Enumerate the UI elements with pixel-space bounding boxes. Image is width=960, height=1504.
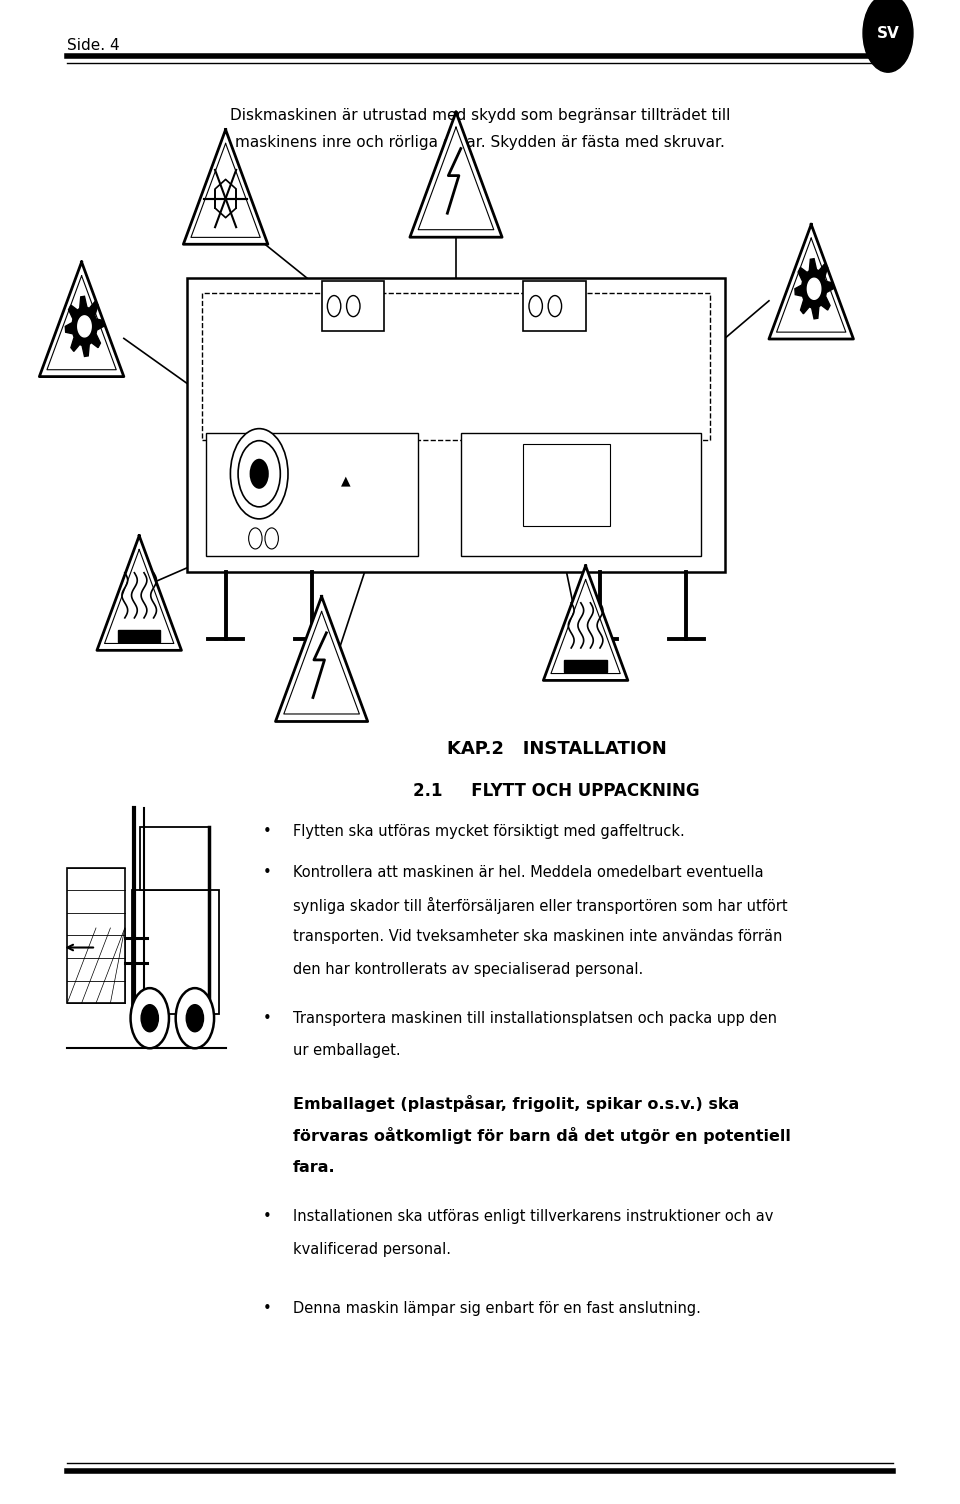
Text: •: • bbox=[262, 1301, 272, 1316]
FancyBboxPatch shape bbox=[202, 293, 710, 439]
Polygon shape bbox=[118, 630, 160, 642]
Circle shape bbox=[230, 429, 288, 519]
Circle shape bbox=[186, 1005, 204, 1032]
Circle shape bbox=[238, 441, 280, 507]
Polygon shape bbox=[807, 278, 821, 299]
Circle shape bbox=[131, 988, 169, 1048]
Polygon shape bbox=[543, 566, 628, 680]
Circle shape bbox=[250, 459, 269, 489]
Circle shape bbox=[347, 296, 360, 317]
Text: fara.: fara. bbox=[293, 1160, 335, 1175]
Circle shape bbox=[529, 296, 542, 317]
Polygon shape bbox=[65, 296, 104, 356]
Circle shape bbox=[265, 528, 278, 549]
FancyBboxPatch shape bbox=[132, 890, 219, 1014]
Circle shape bbox=[249, 528, 262, 549]
Polygon shape bbox=[564, 660, 607, 672]
Circle shape bbox=[176, 988, 214, 1048]
Polygon shape bbox=[410, 113, 502, 238]
Text: Denna maskin lämpar sig enbart för en fast anslutning.: Denna maskin lämpar sig enbart för en fa… bbox=[293, 1301, 701, 1316]
Text: förvaras oåtkomligt för barn då det utgör en potentiell: förvaras oåtkomligt för barn då det utgö… bbox=[293, 1128, 791, 1145]
Text: Emballaget (plastpåsar, frigolit, spikar o.s.v.) ska: Emballaget (plastpåsar, frigolit, spikar… bbox=[293, 1095, 739, 1111]
Text: •: • bbox=[262, 1209, 272, 1224]
Text: Installationen ska utföras enligt tillverkarens instruktioner och av: Installationen ska utföras enligt tillve… bbox=[293, 1209, 773, 1224]
Text: •: • bbox=[262, 865, 272, 880]
Circle shape bbox=[327, 296, 341, 317]
FancyBboxPatch shape bbox=[67, 868, 125, 1003]
Text: SV: SV bbox=[876, 26, 900, 41]
Text: Side. 4: Side. 4 bbox=[67, 38, 120, 53]
FancyBboxPatch shape bbox=[206, 433, 418, 556]
Polygon shape bbox=[183, 129, 268, 244]
Polygon shape bbox=[78, 316, 91, 337]
Text: transporten. Vid tveksamheter ska maskinen inte användas förrän: transporten. Vid tveksamheter ska maskin… bbox=[293, 929, 782, 945]
Text: 2.1     FLYTT OCH UPPACKNING: 2.1 FLYTT OCH UPPACKNING bbox=[414, 782, 700, 800]
Polygon shape bbox=[795, 259, 833, 319]
FancyBboxPatch shape bbox=[322, 281, 384, 331]
FancyBboxPatch shape bbox=[140, 827, 209, 890]
FancyBboxPatch shape bbox=[187, 278, 725, 572]
Text: •: • bbox=[262, 824, 272, 839]
Circle shape bbox=[141, 1005, 158, 1032]
Text: kvalificerad personal.: kvalificerad personal. bbox=[293, 1242, 451, 1256]
Circle shape bbox=[548, 296, 562, 317]
Text: •: • bbox=[262, 1011, 272, 1026]
Text: Diskmaskinen är utrustad med skydd som begränsar tillträdet till: Diskmaskinen är utrustad med skydd som b… bbox=[229, 108, 731, 123]
FancyBboxPatch shape bbox=[523, 281, 586, 331]
FancyBboxPatch shape bbox=[461, 433, 701, 556]
Circle shape bbox=[863, 0, 913, 72]
Text: ur emballaget.: ur emballaget. bbox=[293, 1044, 400, 1057]
Polygon shape bbox=[39, 262, 124, 376]
FancyBboxPatch shape bbox=[523, 444, 610, 526]
Text: Transportera maskinen till installationsplatsen och packa upp den: Transportera maskinen till installations… bbox=[293, 1011, 777, 1026]
Polygon shape bbox=[97, 535, 181, 650]
Text: maskinens inre och rörliga delar. Skydden är fästa med skruvar.: maskinens inre och rörliga delar. Skydde… bbox=[235, 135, 725, 150]
Text: ▲: ▲ bbox=[341, 475, 350, 487]
Text: synliga skador till återförsäljaren eller transportören som har utfört: synliga skador till återförsäljaren elle… bbox=[293, 896, 787, 914]
Text: den har kontrollerats av specialiserad personal.: den har kontrollerats av specialiserad p… bbox=[293, 963, 643, 976]
Text: Flytten ska utföras mycket försiktigt med gaffeltruck.: Flytten ska utföras mycket försiktigt me… bbox=[293, 824, 684, 839]
Text: KAP.2   INSTALLATION: KAP.2 INSTALLATION bbox=[447, 740, 666, 758]
Polygon shape bbox=[276, 597, 368, 722]
Polygon shape bbox=[769, 224, 853, 338]
Text: Kontrollera att maskinen är hel. Meddela omedelbart eventuella: Kontrollera att maskinen är hel. Meddela… bbox=[293, 865, 763, 880]
